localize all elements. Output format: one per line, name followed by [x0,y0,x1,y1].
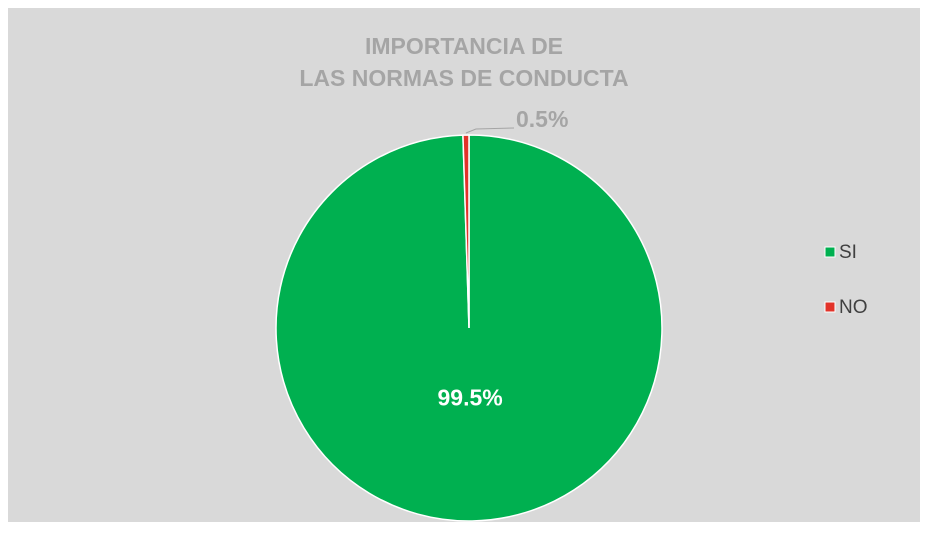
legend-swatch [824,301,836,313]
data-label: 0.5% [516,106,568,132]
chart-title: IMPORTANCIA DE LAS NORMAS DE CONDUCTA [299,33,629,91]
pie-slice [462,134,470,329]
data-label: 99.5% [438,384,503,410]
legend-label: NO [839,297,868,318]
legend-label: SI [839,242,857,263]
leader-line [465,127,515,134]
legend-swatch [824,246,836,258]
